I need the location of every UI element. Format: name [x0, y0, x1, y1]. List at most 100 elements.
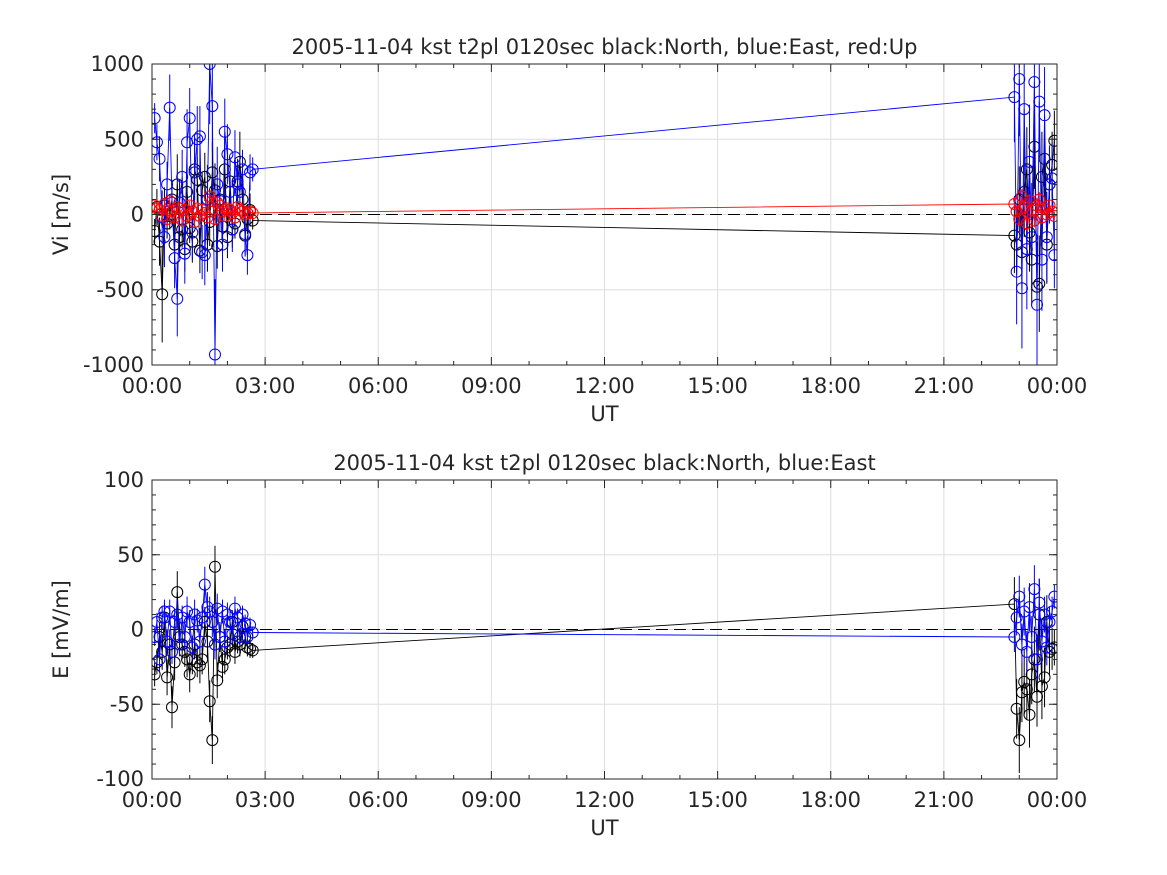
x-tick-label: 06:00	[348, 374, 409, 398]
data-point	[208, 348, 221, 361]
data-point	[1013, 73, 1026, 86]
data-point	[186, 641, 199, 654]
data-point	[1028, 214, 1041, 227]
x-tick-label: 09:00	[461, 374, 522, 398]
data-point	[165, 645, 178, 658]
data-point	[1046, 205, 1057, 218]
data-point	[236, 205, 249, 218]
x-tick-label: 15:00	[687, 374, 748, 398]
y-tick-label: 100	[104, 468, 144, 492]
data-point	[153, 630, 166, 643]
data-point	[218, 125, 231, 138]
data-point	[1043, 199, 1056, 212]
data-point	[1031, 690, 1044, 703]
data-point	[211, 196, 224, 209]
data-point	[208, 560, 221, 573]
data-point	[1020, 645, 1033, 658]
data-point	[153, 203, 166, 216]
data-point	[1023, 601, 1036, 614]
data-point	[163, 638, 176, 651]
data-point	[1015, 282, 1028, 295]
x-tick-label: 15:00	[687, 788, 748, 812]
series-line	[154, 566, 1055, 741]
data-point	[171, 586, 184, 599]
x-tick-label: 03:00	[235, 374, 296, 398]
x-tick-label: 12:00	[574, 788, 635, 812]
data-point	[241, 249, 254, 262]
data-point	[216, 238, 229, 251]
data-point	[201, 635, 214, 648]
data-point	[1010, 265, 1023, 278]
data-point	[168, 252, 181, 265]
data-point	[226, 223, 239, 236]
data-point	[206, 166, 219, 179]
data-point	[244, 205, 257, 218]
data-point	[1025, 630, 1038, 643]
data-point	[1033, 277, 1046, 290]
data-point	[191, 133, 204, 146]
data-point	[246, 163, 259, 176]
data-point	[1033, 596, 1046, 609]
data-point	[196, 653, 209, 666]
series-line	[154, 584, 1055, 660]
data-point	[1035, 680, 1048, 693]
data-point	[241, 206, 254, 219]
data-point	[1020, 217, 1033, 230]
data-point	[224, 185, 237, 198]
data-point	[1048, 134, 1057, 147]
data-point	[1018, 103, 1031, 116]
data-point	[171, 200, 184, 213]
data-point	[161, 178, 174, 191]
chart-title: 2005-11-04 kst t2pl 0120sec black:North,…	[333, 451, 875, 475]
x-tick-label: 18:00	[800, 788, 861, 812]
data-point	[1033, 95, 1046, 108]
data-point	[211, 674, 224, 687]
data-point	[152, 136, 163, 149]
x-tick-label: 00:00	[122, 374, 183, 398]
data-point	[206, 100, 219, 113]
data-point	[1048, 249, 1057, 262]
data-point	[1008, 630, 1021, 643]
data-point	[213, 199, 226, 212]
data-point	[161, 635, 174, 648]
data-point	[1035, 635, 1048, 648]
data-point	[1023, 194, 1036, 207]
data-point	[233, 185, 246, 198]
data-point	[196, 611, 209, 624]
data-point	[181, 185, 194, 198]
data-point	[153, 235, 166, 248]
chart-title: 2005-11-04 kst t2pl 0120sec black:North,…	[292, 35, 918, 59]
data-point	[246, 644, 259, 657]
data-point	[1013, 734, 1026, 747]
data-point	[156, 288, 169, 301]
data-point	[244, 166, 257, 179]
data-point	[198, 249, 211, 262]
data-point	[191, 173, 204, 186]
data-point	[1008, 91, 1021, 104]
data-point	[221, 202, 234, 215]
data-point	[183, 112, 196, 125]
data-point	[244, 642, 257, 655]
data-point	[163, 605, 176, 618]
data-point	[239, 228, 252, 241]
data-point	[211, 178, 224, 191]
data-point	[216, 660, 229, 673]
data-point	[206, 616, 219, 629]
data-point	[171, 292, 184, 305]
y-tick-label: -50	[110, 692, 144, 716]
data-point	[1028, 583, 1041, 596]
x-tick-label: 00:00	[122, 788, 183, 812]
y-tick-label: -1000	[83, 353, 144, 377]
data-point	[203, 64, 216, 70]
data-point	[228, 151, 241, 164]
data-point	[1040, 641, 1053, 654]
data-point	[178, 247, 191, 260]
x-axis-label: UT	[590, 816, 618, 840]
data-point	[1023, 708, 1036, 721]
data-point	[152, 225, 161, 238]
y-tick-label: -500	[96, 278, 144, 302]
data-point	[176, 170, 189, 183]
data-point	[1040, 231, 1053, 244]
data-point	[168, 616, 181, 629]
